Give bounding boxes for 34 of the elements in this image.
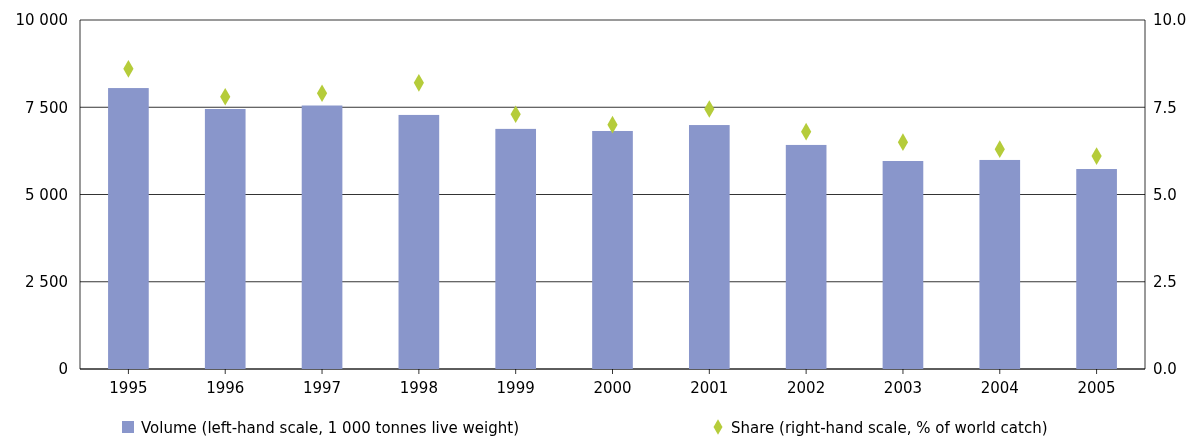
x-tick-label: 2005 bbox=[1077, 379, 1116, 397]
bar bbox=[688, 125, 730, 369]
bar bbox=[301, 105, 343, 369]
bar bbox=[495, 128, 537, 369]
x-tick-label: 2001 bbox=[690, 379, 729, 397]
y-tick-label: 5 000 bbox=[25, 185, 68, 204]
y-tick-label: 7 500 bbox=[25, 98, 68, 117]
bar bbox=[204, 109, 246, 369]
x-tick-label: 2004 bbox=[980, 379, 1019, 397]
bar bbox=[108, 88, 149, 369]
y-tick-label: 10 000 bbox=[15, 11, 68, 30]
x-tick-label: 1997 bbox=[302, 379, 342, 397]
y2-tick-label: 7.5 bbox=[1153, 98, 1177, 117]
bar bbox=[1076, 169, 1117, 369]
y2-tick-label: 5.0 bbox=[1153, 185, 1177, 204]
x-tick-label: 1998 bbox=[399, 379, 438, 397]
y2-tick-label: 2.5 bbox=[1153, 273, 1177, 291]
y2-tick-label: 10.0 bbox=[1153, 11, 1187, 30]
y-tick-label: 2 500 bbox=[25, 273, 68, 291]
y2-tick-label: 0.0 bbox=[1153, 360, 1177, 379]
x-tick-label: 1995 bbox=[109, 379, 148, 397]
bar bbox=[785, 144, 827, 369]
bar bbox=[398, 114, 440, 369]
x-tick-label: 1996 bbox=[206, 379, 245, 397]
x-tick-label: 2003 bbox=[883, 379, 923, 397]
bar bbox=[882, 161, 924, 369]
legend-label: Share (right-hand scale, % of world catch) bbox=[731, 419, 1048, 437]
y-tick-label: 0 bbox=[58, 360, 68, 379]
x-tick-label: 2000 bbox=[593, 379, 632, 397]
x-tick-label: 2002 bbox=[787, 379, 826, 397]
bar bbox=[592, 130, 633, 369]
x-tick-label: 1999 bbox=[496, 379, 535, 397]
legend-label: Volume (left-hand scale, 1 000 tonnes live weight) bbox=[141, 419, 520, 437]
bar bbox=[979, 159, 1021, 369]
